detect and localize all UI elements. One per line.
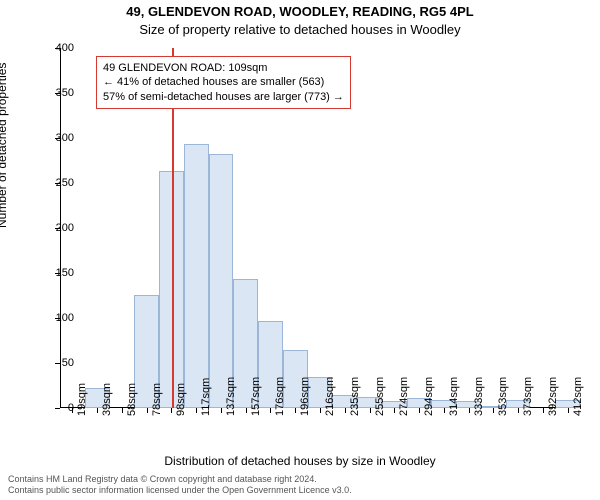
x-tick [147, 408, 148, 413]
x-tick-label: 157sqm [250, 377, 262, 416]
chart-title-main: 49, GLENDEVON ROAD, WOODLEY, READING, RG… [0, 4, 600, 19]
x-tick-label: 98sqm [175, 383, 187, 416]
chart-container: { "chart": { "type": "histogram", "title… [0, 0, 600, 500]
x-tick-label: 235sqm [349, 377, 361, 416]
x-tick [568, 408, 569, 413]
y-tick-label: 400 [56, 42, 74, 54]
x-tick-label: 274sqm [398, 377, 410, 416]
annot-line-2: ← 41% of detached houses are smaller (56… [103, 75, 344, 89]
x-tick [370, 408, 371, 413]
x-tick-label: 58sqm [126, 383, 138, 416]
y-tick-label: 100 [56, 312, 74, 324]
x-tick-label: 392sqm [547, 377, 559, 416]
x-tick-label: 137sqm [225, 377, 237, 416]
x-tick-label: 412sqm [572, 377, 584, 416]
footer-line-1: Contains HM Land Registry data © Crown c… [8, 474, 317, 485]
x-tick [221, 408, 222, 413]
y-tick-label: 150 [56, 267, 74, 279]
x-tick-label: 117sqm [200, 378, 212, 416]
x-tick [493, 408, 494, 413]
x-tick [270, 408, 271, 413]
y-tick-label: 0 [68, 402, 74, 414]
annot-line-3: 57% of semi-detached houses are larger (… [103, 90, 344, 104]
x-tick-label: 19sqm [76, 383, 88, 416]
x-tick-label: 255sqm [374, 377, 386, 416]
chart-title-sub: Size of property relative to detached ho… [0, 22, 600, 37]
x-tick-label: 314sqm [448, 377, 460, 416]
x-tick-label: 353sqm [497, 377, 509, 416]
x-tick-label: 78sqm [151, 383, 163, 416]
y-tick-label: 200 [56, 222, 74, 234]
x-tick [122, 408, 123, 413]
y-tick-label: 350 [56, 87, 74, 99]
x-tick [444, 408, 445, 413]
x-tick-label: 176sqm [274, 377, 286, 416]
histogram-bar [184, 144, 209, 408]
x-tick [469, 408, 470, 413]
x-tick-label: 373sqm [522, 377, 534, 416]
x-tick-label: 216sqm [324, 377, 336, 416]
y-axis-label: Number of detached properties [0, 63, 9, 228]
x-tick-label: 333sqm [473, 377, 485, 416]
x-tick [419, 408, 420, 413]
x-axis-label: Distribution of detached houses by size … [0, 454, 600, 468]
x-tick-label: 39sqm [101, 383, 113, 416]
y-tick [55, 363, 60, 364]
x-tick-label: 294sqm [423, 377, 435, 416]
x-tick [543, 408, 544, 413]
x-tick [394, 408, 395, 413]
x-tick [518, 408, 519, 413]
y-tick [55, 408, 60, 409]
x-tick [345, 408, 346, 413]
x-tick-label: 196sqm [299, 377, 311, 416]
x-tick [171, 408, 172, 413]
y-tick-label: 300 [56, 132, 74, 144]
x-tick [295, 408, 296, 413]
x-tick [246, 408, 247, 413]
y-tick-label: 50 [62, 357, 74, 369]
x-tick [97, 408, 98, 413]
footer-line-2: Contains public sector information licen… [8, 485, 352, 496]
annot-line-1: 49 GLENDEVON ROAD: 109sqm [103, 61, 344, 75]
y-tick-label: 250 [56, 177, 74, 189]
histogram-bar [209, 154, 234, 408]
annotation-box: 49 GLENDEVON ROAD: 109sqm← 41% of detach… [96, 56, 351, 109]
x-tick [196, 408, 197, 413]
x-tick [320, 408, 321, 413]
